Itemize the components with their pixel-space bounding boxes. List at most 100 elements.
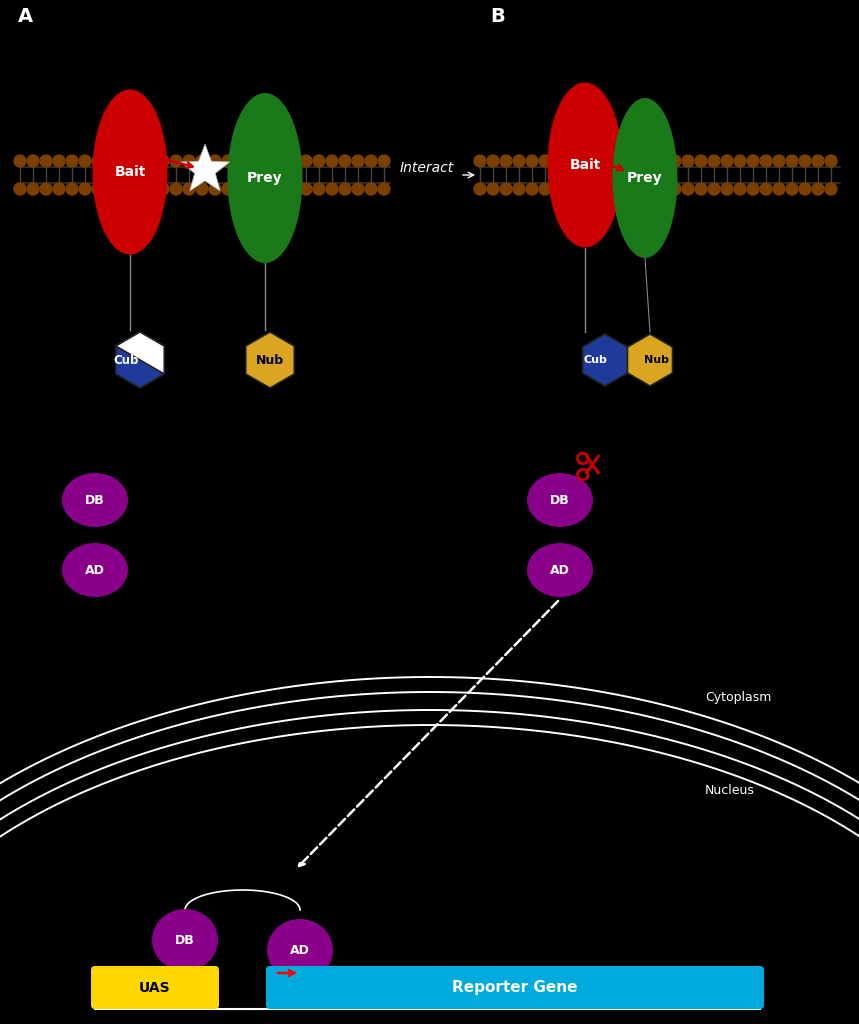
- Circle shape: [27, 183, 39, 195]
- Circle shape: [513, 155, 525, 167]
- Circle shape: [747, 183, 759, 195]
- Circle shape: [786, 183, 798, 195]
- Ellipse shape: [62, 543, 128, 597]
- Circle shape: [799, 155, 811, 167]
- Circle shape: [287, 183, 299, 195]
- Text: AD: AD: [290, 943, 310, 956]
- Circle shape: [27, 155, 39, 167]
- Circle shape: [552, 183, 564, 195]
- Circle shape: [352, 183, 364, 195]
- Text: Prey: Prey: [627, 171, 663, 185]
- Circle shape: [708, 183, 720, 195]
- Text: AD: AD: [85, 563, 105, 577]
- Circle shape: [682, 155, 694, 167]
- Polygon shape: [180, 144, 229, 191]
- Circle shape: [313, 155, 325, 167]
- Circle shape: [222, 183, 234, 195]
- Text: DB: DB: [550, 494, 570, 507]
- FancyBboxPatch shape: [91, 966, 219, 1009]
- Circle shape: [500, 183, 512, 195]
- Circle shape: [617, 183, 629, 195]
- Circle shape: [630, 183, 642, 195]
- Text: Reporter Gene: Reporter Gene: [452, 980, 578, 995]
- Text: Prey: Prey: [247, 171, 283, 185]
- Circle shape: [786, 155, 798, 167]
- Circle shape: [92, 183, 104, 195]
- Circle shape: [734, 183, 746, 195]
- Polygon shape: [116, 332, 164, 388]
- Circle shape: [183, 183, 195, 195]
- Circle shape: [40, 183, 52, 195]
- Circle shape: [183, 155, 195, 167]
- Circle shape: [708, 155, 720, 167]
- Circle shape: [799, 183, 811, 195]
- Circle shape: [157, 183, 169, 195]
- Circle shape: [105, 155, 117, 167]
- Circle shape: [656, 155, 668, 167]
- Circle shape: [526, 183, 538, 195]
- Ellipse shape: [547, 83, 623, 248]
- Text: A: A: [18, 7, 34, 26]
- Text: DB: DB: [175, 934, 195, 946]
- Circle shape: [513, 183, 525, 195]
- Circle shape: [144, 183, 156, 195]
- Circle shape: [565, 183, 577, 195]
- Circle shape: [66, 183, 78, 195]
- Circle shape: [812, 155, 824, 167]
- Circle shape: [235, 183, 247, 195]
- Circle shape: [630, 155, 642, 167]
- Circle shape: [669, 183, 681, 195]
- Circle shape: [326, 183, 338, 195]
- Circle shape: [365, 183, 377, 195]
- Ellipse shape: [527, 543, 593, 597]
- Circle shape: [53, 183, 65, 195]
- Circle shape: [53, 155, 65, 167]
- Circle shape: [209, 183, 221, 195]
- Ellipse shape: [527, 473, 593, 527]
- Circle shape: [118, 183, 130, 195]
- Circle shape: [300, 183, 312, 195]
- Circle shape: [157, 155, 169, 167]
- Circle shape: [760, 155, 772, 167]
- Circle shape: [131, 183, 143, 195]
- Circle shape: [287, 155, 299, 167]
- Polygon shape: [246, 332, 295, 388]
- FancyBboxPatch shape: [266, 966, 764, 1009]
- Circle shape: [825, 155, 837, 167]
- Circle shape: [14, 155, 26, 167]
- Circle shape: [196, 155, 208, 167]
- Circle shape: [339, 183, 351, 195]
- Circle shape: [617, 155, 629, 167]
- Circle shape: [105, 183, 117, 195]
- Text: AD: AD: [550, 563, 570, 577]
- Circle shape: [261, 183, 273, 195]
- Circle shape: [721, 155, 733, 167]
- Text: Cub: Cub: [584, 355, 608, 365]
- Circle shape: [773, 155, 785, 167]
- Circle shape: [552, 155, 564, 167]
- Text: Cytoplasm: Cytoplasm: [705, 691, 771, 705]
- Circle shape: [539, 155, 551, 167]
- Circle shape: [248, 155, 260, 167]
- Circle shape: [196, 183, 208, 195]
- Circle shape: [378, 155, 390, 167]
- Text: Nub: Nub: [644, 355, 669, 365]
- Ellipse shape: [228, 93, 302, 263]
- Circle shape: [682, 183, 694, 195]
- Text: Nub: Nub: [256, 353, 284, 367]
- Circle shape: [118, 155, 130, 167]
- Circle shape: [144, 155, 156, 167]
- Circle shape: [274, 183, 286, 195]
- Circle shape: [604, 155, 616, 167]
- Polygon shape: [116, 332, 164, 374]
- Circle shape: [92, 155, 104, 167]
- Text: Interact: Interact: [400, 161, 454, 175]
- Ellipse shape: [152, 909, 218, 971]
- Ellipse shape: [267, 919, 333, 981]
- Circle shape: [14, 183, 26, 195]
- Circle shape: [656, 183, 668, 195]
- Circle shape: [222, 155, 234, 167]
- Circle shape: [40, 155, 52, 167]
- Circle shape: [79, 155, 91, 167]
- Text: Bait: Bait: [570, 158, 600, 172]
